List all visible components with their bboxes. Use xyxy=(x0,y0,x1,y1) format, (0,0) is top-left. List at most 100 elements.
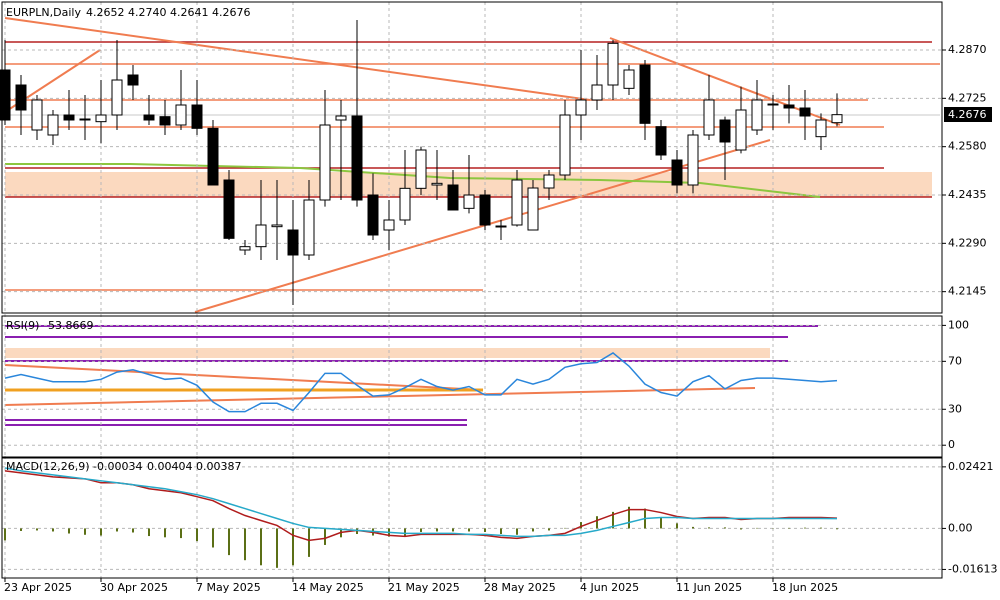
candle-body xyxy=(831,114,843,124)
y-tick-label: 0 xyxy=(948,438,955,451)
histogram-bar xyxy=(532,528,534,532)
candle-body xyxy=(815,119,827,138)
y-tick-label: 4.2435 xyxy=(948,188,987,201)
candle-body xyxy=(319,124,331,201)
y-tick-label: 100 xyxy=(948,318,969,331)
candle-body xyxy=(207,127,219,186)
candle-body xyxy=(735,109,747,151)
y-tick-label: 4.2580 xyxy=(948,140,987,153)
drawn-objects xyxy=(4,17,940,313)
trend-line xyxy=(4,364,484,391)
histogram-bar xyxy=(164,528,166,538)
candle-body xyxy=(175,104,187,126)
candle-body xyxy=(591,84,603,101)
candle-body xyxy=(255,224,267,248)
histogram-bar xyxy=(132,528,134,533)
candle-body xyxy=(335,115,347,121)
current-price: 4.2676 xyxy=(948,108,987,121)
candle-body xyxy=(767,103,779,106)
candle-body xyxy=(799,107,811,117)
histogram-bar xyxy=(324,528,326,545)
candle-body xyxy=(607,42,619,86)
y-tick-label: 4.2725 xyxy=(948,91,987,104)
y-tick-label: -0.01613 xyxy=(948,562,997,575)
candle-body xyxy=(639,64,651,124)
histogram-bar xyxy=(148,528,150,537)
candle-body xyxy=(687,134,699,186)
candle-body xyxy=(575,99,587,116)
candle-body xyxy=(47,114,59,136)
x-tick-label: 18 Jun 2025 xyxy=(772,581,838,594)
candle-body xyxy=(31,99,43,131)
candle-body xyxy=(623,69,635,89)
histogram-bar xyxy=(356,528,358,535)
histogram-bar xyxy=(196,528,198,542)
chart-title: EURPLN,Daily xyxy=(6,6,81,19)
histogram-bar xyxy=(308,528,310,557)
candle-body xyxy=(399,187,411,221)
histogram-bar xyxy=(68,528,70,534)
candle-body xyxy=(783,104,795,109)
candle-body xyxy=(79,118,91,121)
histogram-bar xyxy=(4,528,6,541)
histogram-bar xyxy=(708,527,710,529)
candle-body xyxy=(127,74,139,86)
candle-body xyxy=(431,182,443,186)
candle-body xyxy=(719,119,731,143)
candle-body xyxy=(271,224,283,228)
histogram-bar xyxy=(20,528,22,531)
histogram-bar xyxy=(724,527,726,529)
histogram-bar xyxy=(116,528,118,532)
candle-body xyxy=(111,79,123,116)
candle-body xyxy=(223,179,235,239)
y-tick-label: 4.2290 xyxy=(948,236,987,249)
histogram-bar xyxy=(612,511,614,529)
candle-body xyxy=(95,114,107,123)
candle-body xyxy=(63,114,75,121)
histogram-bar xyxy=(260,528,262,566)
high-label: 4.2740 xyxy=(128,6,167,19)
x-tick-label: 4 Jun 2025 xyxy=(580,581,639,594)
open-label: 4.2652 xyxy=(86,6,125,19)
histogram-bar xyxy=(516,528,518,535)
histogram-bar xyxy=(468,528,470,532)
candle-body xyxy=(287,229,299,256)
candle-body xyxy=(559,114,571,176)
x-tick-label: 28 May 2025 xyxy=(484,581,556,594)
candle-body xyxy=(159,116,171,126)
histogram-bar xyxy=(820,527,822,529)
histogram-bar xyxy=(500,528,502,535)
candle-body xyxy=(671,159,683,186)
candle-body xyxy=(479,194,491,226)
candle-body xyxy=(751,99,763,131)
candle-body xyxy=(367,194,379,236)
y-tick-label: 4.2870 xyxy=(948,43,987,56)
histogram-bar xyxy=(228,528,230,556)
histogram-bar xyxy=(580,522,582,529)
candle-body xyxy=(655,126,667,156)
candle-body xyxy=(143,114,155,121)
histogram-bar xyxy=(804,527,806,529)
histogram-bar xyxy=(740,528,742,530)
trend-line xyxy=(4,387,756,406)
candle-body xyxy=(303,199,315,256)
candle-body xyxy=(495,225,507,228)
candle-body xyxy=(511,179,523,226)
macd-line xyxy=(4,467,838,538)
histogram-bar xyxy=(676,523,678,529)
trend-line xyxy=(4,17,591,101)
y-tick-label: 70 xyxy=(948,354,962,367)
candle-body xyxy=(527,187,539,231)
y-tick-label: 0.02421 xyxy=(948,460,994,473)
macd-title: MACD(12,26,9) xyxy=(6,460,90,473)
histogram-bar xyxy=(692,526,694,529)
signal-value: 0.00387 xyxy=(196,460,242,473)
x-tick-label: 7 May 2025 xyxy=(196,581,261,594)
rsi-title: RSI(9) xyxy=(6,319,39,332)
histogram-bar xyxy=(548,528,550,531)
histogram-bar xyxy=(276,528,278,568)
candle-body xyxy=(447,184,459,211)
histogram-bar xyxy=(420,528,422,532)
macd-hist-value: -0.00034 xyxy=(93,460,142,473)
histogram-bar xyxy=(628,506,630,529)
